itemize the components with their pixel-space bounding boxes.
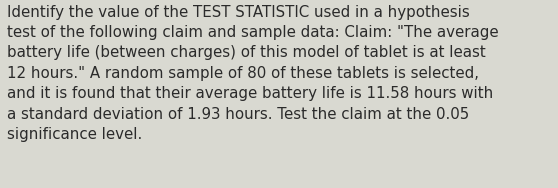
Text: Identify the value of the TEST STATISTIC used in a hypothesis
test of the follow: Identify the value of the TEST STATISTIC… [7,5,499,142]
